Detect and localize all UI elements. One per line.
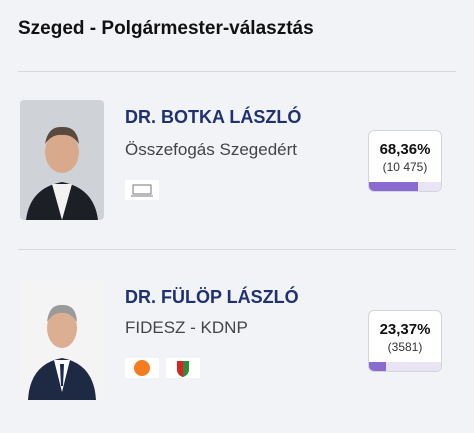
votes: (10 475) [382,160,428,174]
page-title: Szeged - Polgármester-választás [18,18,314,39]
party-logo [125,358,159,378]
result-box: 68,36% (10 475) [368,130,442,192]
percent: 68,36% [379,141,431,158]
candidate-name: DR. BOTKA LÁSZLÓ [125,107,302,127]
candidate-photo [20,280,104,400]
percent-track [369,362,441,371]
candidate-party: Összefogás Szegedért [125,140,297,159]
party-logo [166,358,200,378]
party-logo [125,180,159,200]
percent-bar [369,362,386,371]
candidate-party: FIDESZ - KDNP [125,318,248,337]
percent-bar [369,182,419,191]
photo-graphic [20,100,104,220]
votes: (3581) [387,340,423,354]
percent: 23,37% [379,321,431,338]
photo-graphic [20,280,104,400]
candidate-photo [20,100,104,220]
divider [18,71,456,72]
divider [18,249,456,250]
candidate-name: DR. FÜLÖP LÁSZLÓ [125,287,299,307]
result-box: 23,37% (3581) [368,310,442,372]
